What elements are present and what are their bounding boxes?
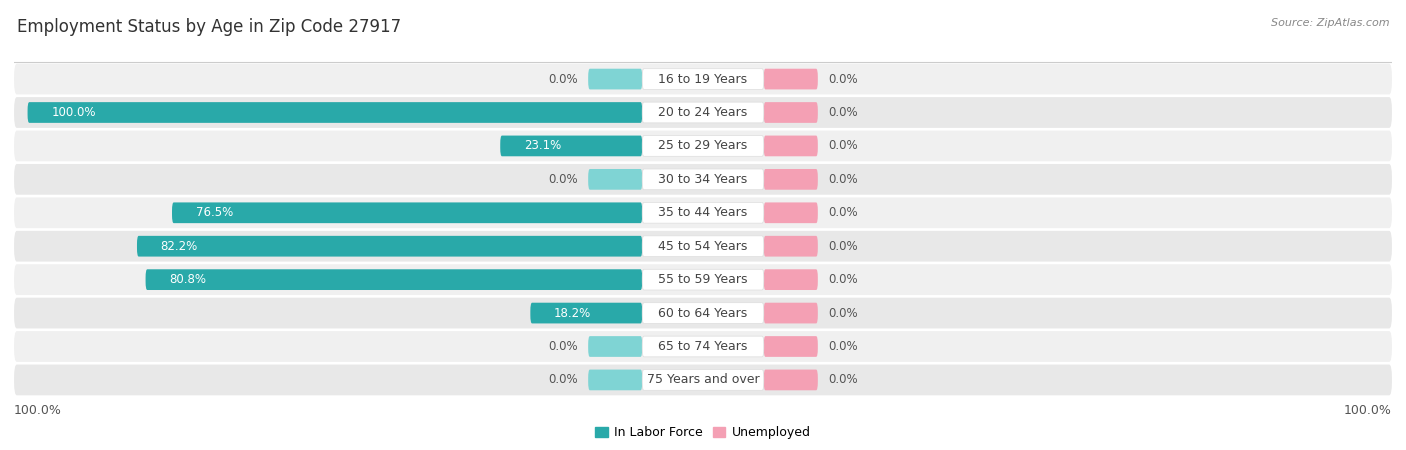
FancyBboxPatch shape <box>14 130 1392 161</box>
FancyBboxPatch shape <box>643 236 763 256</box>
FancyBboxPatch shape <box>643 369 763 390</box>
Text: 55 to 59 Years: 55 to 59 Years <box>658 273 748 286</box>
FancyBboxPatch shape <box>136 236 643 256</box>
FancyBboxPatch shape <box>643 303 763 324</box>
FancyBboxPatch shape <box>146 269 643 290</box>
FancyBboxPatch shape <box>763 236 818 256</box>
Text: 80.8%: 80.8% <box>169 273 207 286</box>
FancyBboxPatch shape <box>763 336 818 357</box>
Text: 0.0%: 0.0% <box>828 173 858 186</box>
Text: 82.2%: 82.2% <box>160 240 198 253</box>
FancyBboxPatch shape <box>763 135 818 156</box>
FancyBboxPatch shape <box>643 202 763 223</box>
Text: 0.0%: 0.0% <box>828 306 858 320</box>
Text: 35 to 44 Years: 35 to 44 Years <box>658 206 748 219</box>
FancyBboxPatch shape <box>643 269 763 290</box>
Text: 0.0%: 0.0% <box>828 340 858 353</box>
FancyBboxPatch shape <box>588 369 643 390</box>
FancyBboxPatch shape <box>763 303 818 324</box>
FancyBboxPatch shape <box>763 102 818 123</box>
FancyBboxPatch shape <box>588 169 643 190</box>
Text: 0.0%: 0.0% <box>548 374 578 387</box>
Text: 76.5%: 76.5% <box>195 206 233 219</box>
Legend: In Labor Force, Unemployed: In Labor Force, Unemployed <box>591 421 815 445</box>
Text: Source: ZipAtlas.com: Source: ZipAtlas.com <box>1271 18 1389 28</box>
FancyBboxPatch shape <box>763 269 818 290</box>
Text: 25 to 29 Years: 25 to 29 Years <box>658 140 748 153</box>
FancyBboxPatch shape <box>14 164 1392 195</box>
FancyBboxPatch shape <box>643 135 763 156</box>
Text: 0.0%: 0.0% <box>828 106 858 119</box>
Text: 0.0%: 0.0% <box>828 206 858 219</box>
FancyBboxPatch shape <box>14 331 1392 362</box>
Text: 18.2%: 18.2% <box>554 306 592 320</box>
FancyBboxPatch shape <box>501 135 643 156</box>
Text: 75 Years and over: 75 Years and over <box>647 374 759 387</box>
FancyBboxPatch shape <box>763 169 818 190</box>
FancyBboxPatch shape <box>643 69 763 90</box>
Text: 60 to 64 Years: 60 to 64 Years <box>658 306 748 320</box>
Text: 0.0%: 0.0% <box>828 240 858 253</box>
FancyBboxPatch shape <box>14 231 1392 261</box>
Text: 0.0%: 0.0% <box>548 72 578 86</box>
FancyBboxPatch shape <box>172 202 643 223</box>
Text: 23.1%: 23.1% <box>524 140 561 153</box>
Text: 100.0%: 100.0% <box>51 106 96 119</box>
Text: 16 to 19 Years: 16 to 19 Years <box>658 72 748 86</box>
FancyBboxPatch shape <box>28 102 643 123</box>
FancyBboxPatch shape <box>643 102 763 123</box>
Text: 0.0%: 0.0% <box>828 72 858 86</box>
Text: 45 to 54 Years: 45 to 54 Years <box>658 240 748 253</box>
FancyBboxPatch shape <box>14 198 1392 228</box>
Text: Employment Status by Age in Zip Code 27917: Employment Status by Age in Zip Code 279… <box>17 18 401 36</box>
FancyBboxPatch shape <box>14 298 1392 328</box>
FancyBboxPatch shape <box>643 169 763 190</box>
FancyBboxPatch shape <box>588 336 643 357</box>
FancyBboxPatch shape <box>14 64 1392 94</box>
Text: 0.0%: 0.0% <box>548 340 578 353</box>
Text: 100.0%: 100.0% <box>1344 404 1392 417</box>
Text: 0.0%: 0.0% <box>828 374 858 387</box>
FancyBboxPatch shape <box>14 97 1392 128</box>
Text: 65 to 74 Years: 65 to 74 Years <box>658 340 748 353</box>
Text: 0.0%: 0.0% <box>828 273 858 286</box>
Text: 100.0%: 100.0% <box>14 404 62 417</box>
FancyBboxPatch shape <box>14 364 1392 395</box>
FancyBboxPatch shape <box>763 369 818 390</box>
Text: 30 to 34 Years: 30 to 34 Years <box>658 173 748 186</box>
FancyBboxPatch shape <box>643 336 763 357</box>
Text: 0.0%: 0.0% <box>548 173 578 186</box>
Text: 0.0%: 0.0% <box>828 140 858 153</box>
FancyBboxPatch shape <box>588 69 643 90</box>
FancyBboxPatch shape <box>530 303 643 324</box>
FancyBboxPatch shape <box>763 69 818 90</box>
FancyBboxPatch shape <box>763 202 818 223</box>
FancyBboxPatch shape <box>14 264 1392 295</box>
Text: 20 to 24 Years: 20 to 24 Years <box>658 106 748 119</box>
